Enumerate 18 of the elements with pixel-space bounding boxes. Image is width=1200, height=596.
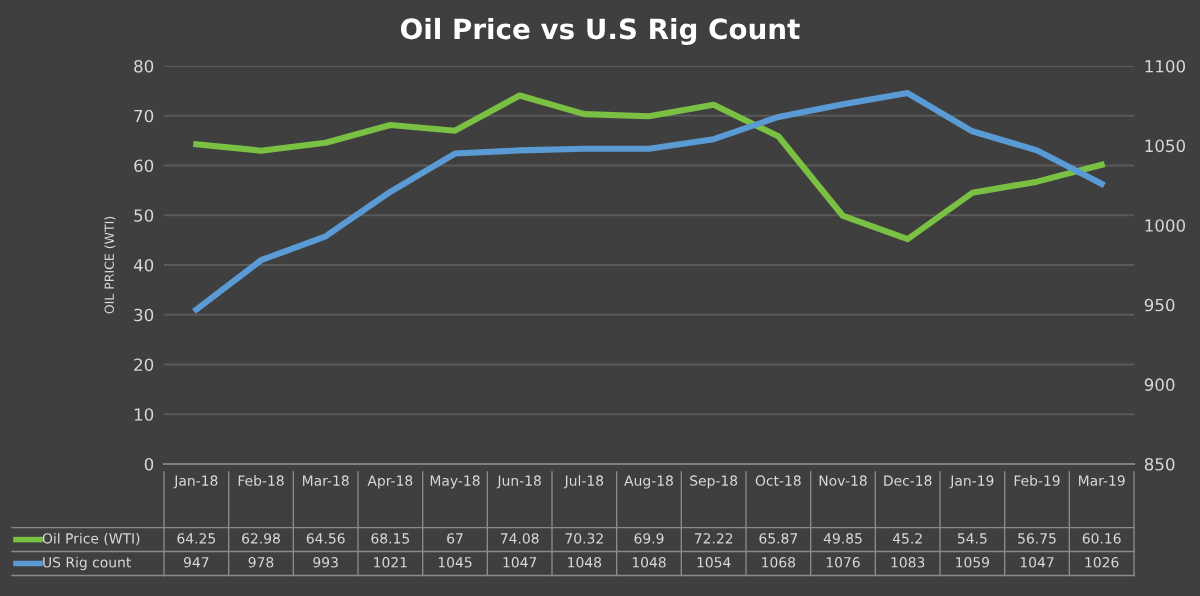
y2-tick-label: 1100 — [1145, 59, 1186, 73]
y-tick-label: 80 — [134, 59, 154, 73]
y-tick-label: 20 — [134, 358, 154, 372]
y2-tick-label: 1000 — [1145, 219, 1186, 232]
y2-tick-label: 850 — [1144, 457, 1175, 471]
line-series — [193, 92, 1105, 243]
line-series — [193, 90, 1105, 313]
y-tick-label: 60 — [134, 159, 154, 173]
chart-title: Oil Price vs U.S Rig Count — [401, 17, 800, 45]
y2-tick-label: 1050 — [1145, 139, 1186, 153]
y-tick-label: 0 — [144, 457, 154, 471]
y-tick-label: 50 — [134, 209, 154, 222]
y-tick-label: 10 — [134, 408, 154, 421]
y2-tick-label: 950 — [1144, 298, 1175, 312]
y-tick-label: 30 — [134, 308, 154, 322]
y2-tick-label: 900 — [1144, 378, 1175, 391]
y-tick-label: 70 — [134, 109, 154, 123]
y-tick-label: 40 — [133, 258, 154, 272]
